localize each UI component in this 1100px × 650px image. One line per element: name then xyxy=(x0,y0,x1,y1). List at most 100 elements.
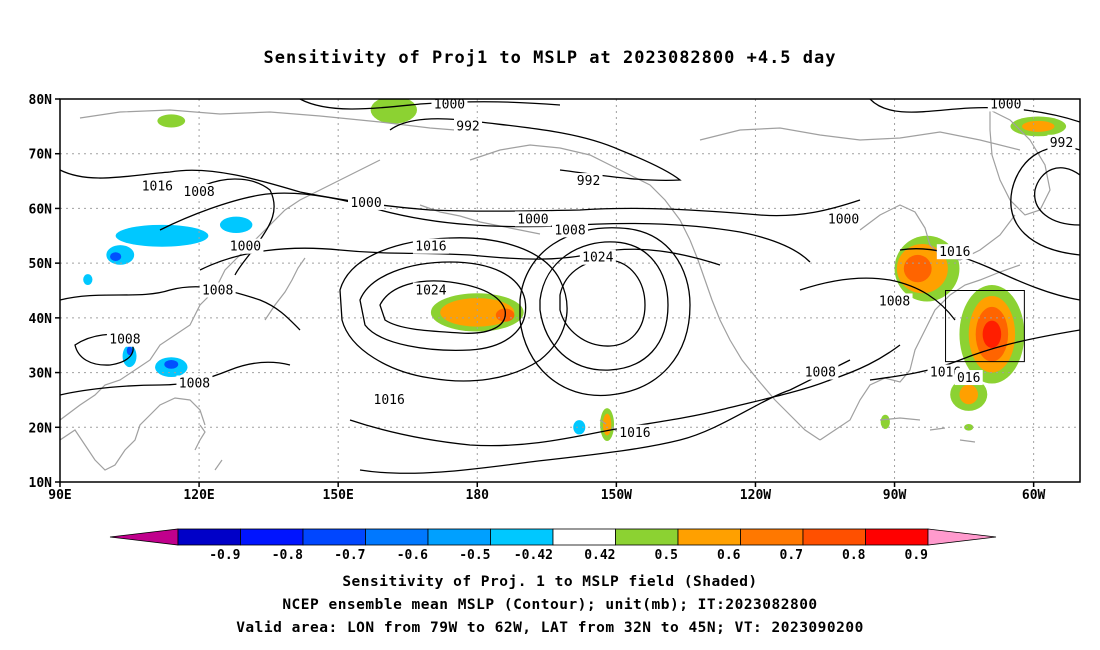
contour-label-bg-22 xyxy=(927,364,964,380)
colorbar-bin-7 xyxy=(552,528,616,546)
colorbar-bin-11 xyxy=(802,528,866,546)
caption-shaded: Sensitivity of Proj. 1 to MSLP field (Sh… xyxy=(342,574,758,590)
contour-1008-south xyxy=(359,359,851,474)
contour-label-bg-7 xyxy=(348,194,384,210)
colorbar-label-9: 0.6 xyxy=(717,548,741,563)
shaded-region-28 xyxy=(959,384,979,405)
shaded-region-11 xyxy=(126,346,133,356)
map-frame xyxy=(59,98,1081,483)
lat-label-30N: 30N xyxy=(29,367,53,382)
colorbar-bin-1 xyxy=(177,528,241,546)
shaded-region-15 xyxy=(440,298,515,327)
colorbar-bin-3 xyxy=(302,528,366,546)
shaded-region-30 xyxy=(964,424,974,431)
contour-label-bg-8 xyxy=(574,173,603,189)
contour-label-20: 1008 xyxy=(179,377,210,392)
colorbar: -0.9 -0.8 -0.7 -0.6 -0.5 -0.42 0.42 0.5 0.6 0.7 0.… xyxy=(109,528,997,563)
contour-label-bg-20 xyxy=(176,375,213,391)
contour-992-greenland xyxy=(1034,167,1080,226)
contour-label-18: 1008 xyxy=(879,294,910,309)
shaded-region-5 xyxy=(115,224,209,247)
contour-label-bg-24 xyxy=(371,391,408,407)
coastline-caribbean xyxy=(879,417,976,443)
shaded-region-9 xyxy=(83,274,93,286)
coastline-aleutians xyxy=(419,204,541,235)
contour-label-bg-4 xyxy=(1047,134,1076,150)
contour-1000-north xyxy=(299,99,561,110)
shaded-region-29 xyxy=(880,414,890,429)
contour-label-19: 1008 xyxy=(109,333,140,348)
shaded-region-1 xyxy=(157,114,186,128)
contour-label-9: 1000 xyxy=(517,212,548,227)
lon-label-90E: 90E xyxy=(48,488,71,503)
contour-1024-high xyxy=(359,261,527,351)
lat-label-40N: 40N xyxy=(29,312,53,327)
contour-label-5: 1016 xyxy=(142,180,173,195)
colorbar-label-3: -0.7 xyxy=(334,548,365,563)
lat-label-60N: 60N xyxy=(29,202,53,217)
contour-label-bg-9 xyxy=(514,211,551,227)
contour-label-21: 1008 xyxy=(805,366,836,381)
shaded-region-2 xyxy=(370,99,417,124)
lat-label-20N: 20N xyxy=(29,421,53,436)
lon-label-150E: 150E xyxy=(323,488,354,503)
contour-1008-mid xyxy=(159,192,811,263)
contour-label-8: 992 xyxy=(577,174,600,189)
colorbar-bin-5 xyxy=(427,528,491,546)
shaded-region-22 xyxy=(903,254,932,283)
valid-area-box xyxy=(945,290,1025,363)
contour-label-bg-21 xyxy=(802,364,839,380)
colorbar-label-6: -0.42 xyxy=(514,548,553,563)
contour-label-bg-2 xyxy=(454,118,482,134)
contour-label-11: 1000 xyxy=(828,212,859,227)
coastline-canada-arctic xyxy=(699,127,1021,151)
contour-1016-mid xyxy=(199,247,721,271)
contour-label-16: 1024 xyxy=(415,284,446,299)
contour-label-13: 1016 xyxy=(415,240,446,255)
contour-label-bg-11 xyxy=(825,211,862,227)
colorbar-bin-9 xyxy=(677,528,741,546)
colorbar-label-7: 0.42 xyxy=(584,548,615,563)
contour-label-2: 992 xyxy=(456,119,479,134)
coastline-se-asia xyxy=(60,397,206,471)
coastline-hudson xyxy=(859,204,1016,261)
colorbar-bin-10 xyxy=(740,528,804,546)
contour-label-bg-18 xyxy=(876,293,913,309)
colorbar-bin-12 xyxy=(865,528,929,546)
contour-1016-west xyxy=(204,178,275,276)
colorbar-bin-8 xyxy=(615,528,679,546)
contour-label-bg-1 xyxy=(431,96,468,112)
contour-label-6: 1008 xyxy=(183,185,214,200)
lat-lon-grid xyxy=(60,99,1080,482)
contour-label-bg-15 xyxy=(936,244,973,260)
colorbar-arrow-left xyxy=(109,528,179,546)
contour-label-bg-10 xyxy=(552,222,588,238)
coastline-gulf xyxy=(819,264,1021,441)
colorbar-label-12: 0.9 xyxy=(905,548,928,563)
colorbar-bin-6 xyxy=(490,528,554,546)
contour-label-10: 1008 xyxy=(554,223,585,238)
shaded-region-13 xyxy=(164,359,179,369)
contour-label-bg-23 xyxy=(954,370,983,386)
contour-1016-high-inner xyxy=(379,280,506,334)
contour-label-1: 1000 xyxy=(434,97,465,112)
contour-label-3: 1000 xyxy=(990,97,1021,112)
contour-label-bg-3 xyxy=(987,96,1024,112)
shaded-region-8 xyxy=(219,216,253,234)
lon-label-90W: 90W xyxy=(883,488,907,503)
contour-label-bg-19 xyxy=(106,331,143,347)
caption-valid-area: Valid area: LON from 79W to 62W, LAT fro… xyxy=(236,620,864,636)
colorbar-label-2: -0.8 xyxy=(272,548,303,563)
contour-label-bg-12 xyxy=(227,238,264,254)
contour-label-14: 1024 xyxy=(582,251,613,266)
shaded-region-26 xyxy=(982,320,1002,348)
contour-label-bg-5 xyxy=(139,178,176,194)
contour-label-23: 016 xyxy=(957,371,980,386)
contour-1016-se xyxy=(869,329,1080,381)
contour-1000-mid xyxy=(60,169,861,217)
contour-label-bg-6 xyxy=(181,184,218,200)
lat-label-50N: 50N xyxy=(29,257,53,272)
coastline-na-west xyxy=(689,239,821,441)
